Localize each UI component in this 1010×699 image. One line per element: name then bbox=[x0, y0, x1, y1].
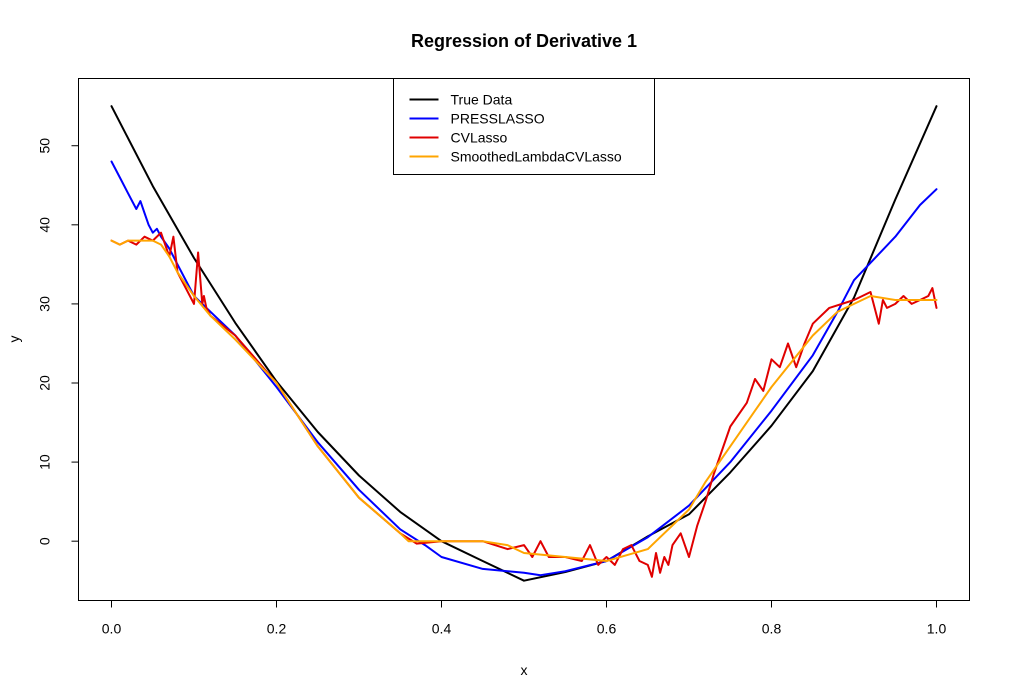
x-axis-label: x bbox=[521, 662, 528, 678]
series-line-smoothedlambdacvlasso bbox=[110, 239, 938, 562]
legend-box bbox=[393, 78, 655, 175]
y-axis-label: y bbox=[6, 336, 22, 343]
legend-label: True Data bbox=[451, 92, 513, 108]
y-tick-label: 0 bbox=[37, 537, 53, 545]
y-tick-label: 50 bbox=[37, 138, 53, 154]
x-axis: 0.0 0.2 0.4 0.6 0.8 1.0 bbox=[102, 600, 947, 637]
legend-label: SmoothedLambdaCVLasso bbox=[451, 149, 622, 165]
chart-title: Regression of Derivative 1 bbox=[411, 31, 637, 51]
legend: True Data PRESSLASSO CVLasso SmoothedLambda… bbox=[393, 78, 655, 175]
series-layer bbox=[110, 105, 938, 582]
x-tick-label: 0.0 bbox=[102, 621, 122, 637]
x-tick-label: 0.2 bbox=[267, 621, 287, 637]
x-tick-label: 0.4 bbox=[432, 621, 452, 637]
y-tick-label: 40 bbox=[37, 217, 53, 233]
x-tick-label: 1.0 bbox=[927, 621, 947, 637]
legend-label: CVLasso bbox=[451, 130, 508, 146]
series-line-presslasso bbox=[110, 160, 938, 577]
x-tick-label: 0.8 bbox=[762, 621, 782, 637]
y-tick-label: 10 bbox=[37, 454, 53, 470]
x-tick-label: 0.6 bbox=[597, 621, 617, 637]
legend-label: PRESSLASSO bbox=[451, 111, 545, 127]
series-line-true data bbox=[110, 105, 938, 582]
y-tick-label: 30 bbox=[37, 296, 53, 312]
y-tick-label: 20 bbox=[37, 375, 53, 391]
y-axis: 0 10 20 30 40 50 bbox=[37, 138, 79, 545]
series-line-cvlasso bbox=[110, 231, 938, 578]
